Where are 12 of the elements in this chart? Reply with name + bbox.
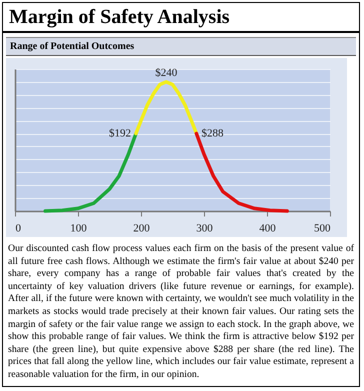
- x-tick-label: 500: [314, 222, 331, 234]
- text: Our discounted cash flow process values each firm on the basis of the present value of all future free cash flows. Although we estimate the firm's fair value at about $240 per share, every company has a range of probable fair values that's created by the uncertainty of key valuation drivers (like future revenue or earnings, for example). After all, if the future were known with certainty, we wouldn't see much volatility in the markets as stocks would trade precisely at their known fair values. Our rating sets the margin of safety or the fair value range we assign to each stock. In the graph above, we show this probable range of fair values. We think the firm is attractive below $192 per share (the green line), but quite expensive above $288 per share (the red line). The prices that fall along the yellow line, which includes our fair value estimate, represent a reasonable valuation for the firm, in our opinion.: [8, 243, 354, 380]
- x-tick-label: 300: [196, 222, 214, 234]
- annotation: $288: [201, 128, 224, 140]
- annotation: $192: [108, 128, 131, 140]
- x-tick-label: 100: [70, 222, 88, 234]
- chart-subtitle: Range of Potential Outcomes: [6, 37, 356, 56]
- x-tick-label: 0: [16, 222, 22, 234]
- annotation: $240: [155, 66, 178, 79]
- chart-title: Margin of Safety Analysis: [3, 3, 359, 33]
- x-tick-label: 400: [259, 222, 276, 234]
- x-tick-label: 200: [133, 222, 150, 234]
